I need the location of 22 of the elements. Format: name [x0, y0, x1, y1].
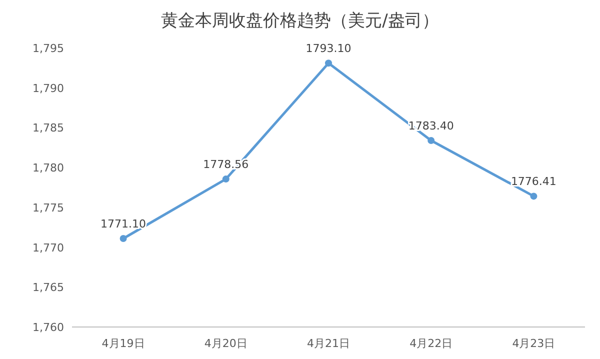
y-tick-label: 1,775	[32, 201, 64, 214]
y-tick-label: 1,770	[32, 241, 64, 254]
x-tick-label: 4月21日	[307, 337, 350, 350]
y-tick-label: 1,795	[32, 42, 64, 55]
point	[222, 176, 230, 183]
point	[120, 235, 127, 242]
x-tick-label: 4月23日	[512, 337, 556, 350]
y-tick-label: 1,760	[32, 321, 64, 334]
point	[530, 192, 538, 200]
x-tick-label: 4月22日	[410, 337, 453, 350]
y-tick-label: 1,780	[32, 162, 64, 175]
x-tick-label: 4月20日	[204, 337, 248, 350]
x-tick-label: 4月19日	[102, 337, 145, 350]
data-label: 1793.10	[306, 42, 352, 56]
y-tick-label: 1,765	[32, 281, 64, 294]
point	[428, 136, 435, 144]
data-label: 1771.10	[100, 218, 146, 231]
y-tick-label: 1,790	[32, 82, 64, 95]
point	[325, 60, 332, 67]
y-tick-label: 1,785	[32, 122, 64, 135]
data-label: 1776.41	[510, 175, 556, 188]
chart-title: 黄金本周收盘价格趋势（美元/盎司）	[161, 11, 439, 31]
